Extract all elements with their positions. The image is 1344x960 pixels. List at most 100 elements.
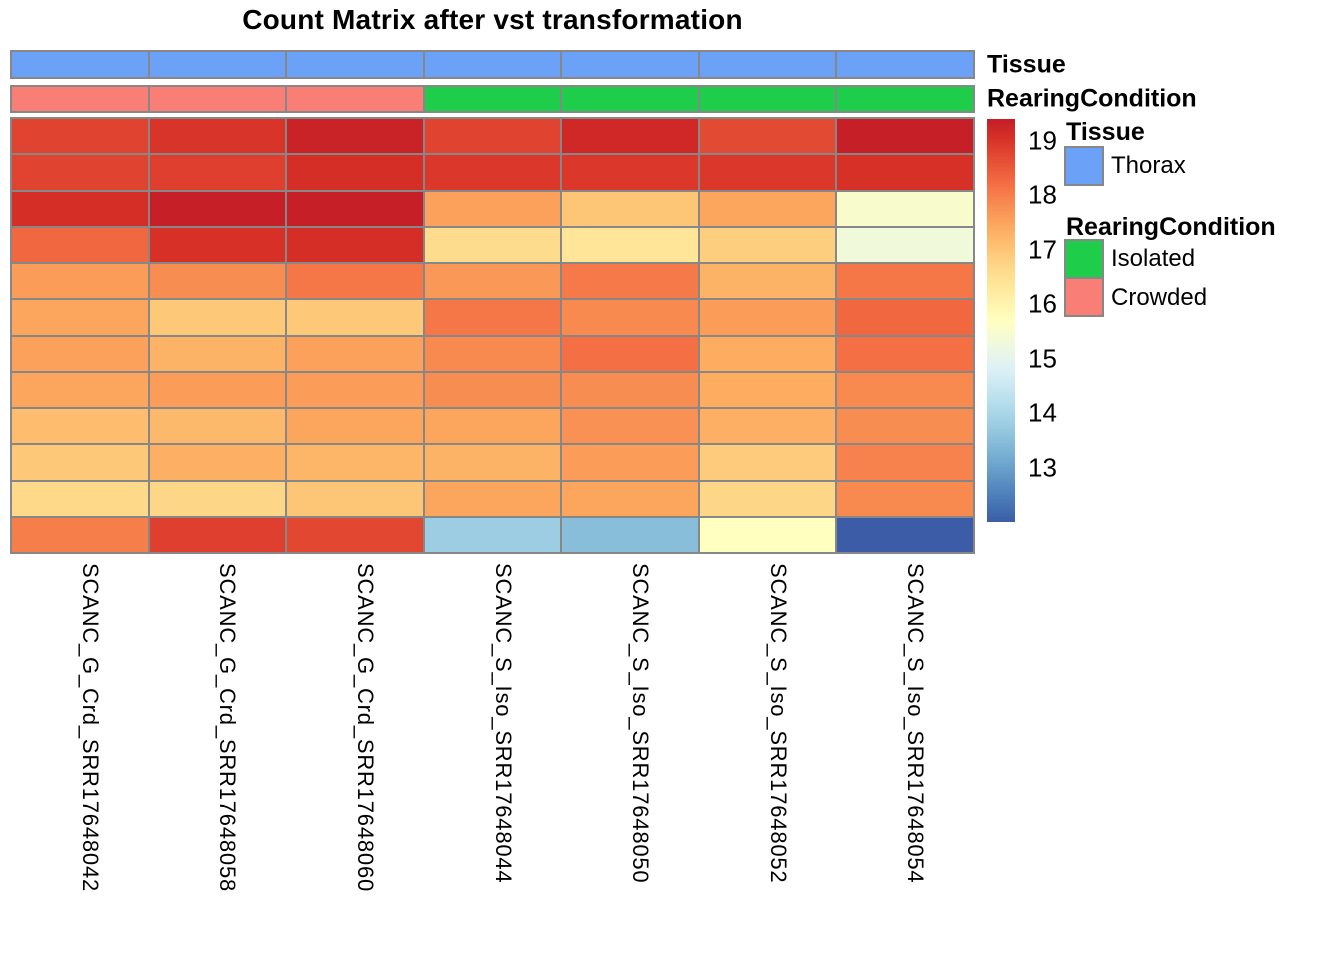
legend-rearing-title: RearingCondition xyxy=(1066,213,1276,241)
tissue-annotation-cell xyxy=(424,52,561,77)
chart-title: Count Matrix after vst transformation xyxy=(242,4,743,35)
legend-label-thorax: Thorax xyxy=(1111,152,1186,179)
heatmap-cell xyxy=(837,336,973,371)
heatmap-cell xyxy=(424,372,561,407)
heatmap-cell xyxy=(837,445,973,480)
heatmap-cell xyxy=(837,372,973,407)
heatmap-cell xyxy=(149,155,286,190)
heatmap-cell xyxy=(837,300,973,335)
heatmap-cell xyxy=(562,227,698,262)
rearing-annotation-cell xyxy=(699,87,836,111)
heatmap-cell xyxy=(837,517,973,552)
heatmap-cell xyxy=(287,300,423,335)
heatmap-cell xyxy=(562,372,698,407)
heatmap-cell xyxy=(699,227,836,262)
tissue-annotation-cell xyxy=(562,52,698,77)
heatmap-cell xyxy=(12,191,148,226)
heatmap-cell xyxy=(837,227,973,262)
heatmap-cell xyxy=(562,155,698,190)
rearing-annotation-cell xyxy=(12,87,148,111)
heatmap-cell xyxy=(287,517,423,552)
heatmap-cell xyxy=(562,119,698,154)
colorbar-tick-label: 16 xyxy=(1028,288,1057,319)
column-label: SCANC_S_Iso_SRR17648054 xyxy=(903,563,929,884)
heatmap-cell xyxy=(149,445,286,480)
heatmap-cell xyxy=(12,481,148,516)
heatmap-cell xyxy=(424,481,561,516)
colorbar-tick-label: 18 xyxy=(1028,179,1057,210)
heatmap-cell xyxy=(149,264,286,299)
heatmap-cell xyxy=(699,481,836,516)
crowded-color-swatch xyxy=(1064,277,1104,317)
column-label: SCANC_G_Crd_SRR17648042 xyxy=(77,563,103,893)
heatmap-cell xyxy=(287,372,423,407)
heatmap-cell xyxy=(287,227,423,262)
tissue-annotation-cell xyxy=(287,52,423,77)
rearing-annotation-cell xyxy=(149,87,286,111)
heatmap-cell xyxy=(12,409,148,444)
column-label: SCANC_S_Iso_SRR17648044 xyxy=(490,563,516,884)
heatmap-cell xyxy=(12,119,148,154)
heatmap-cell xyxy=(287,119,423,154)
colorbar-tick-label: 15 xyxy=(1028,343,1057,374)
colorbar-tick-label: 19 xyxy=(1028,125,1057,156)
heatmap-cell xyxy=(562,300,698,335)
heatmap-cell xyxy=(12,227,148,262)
heatmap-cell xyxy=(699,409,836,444)
rearing-annotation-cell xyxy=(287,87,423,111)
heatmap-cell xyxy=(699,191,836,226)
rearing-annotation-bar xyxy=(10,85,975,113)
heatmap-cell xyxy=(149,372,286,407)
rearing-annotation-cell xyxy=(562,87,698,111)
heatmap-cell xyxy=(149,119,286,154)
heatmap-matrix xyxy=(10,117,975,554)
thorax-color-swatch xyxy=(1064,146,1104,186)
heatmap-cell xyxy=(424,155,561,190)
tissue-annotation-cell xyxy=(149,52,286,77)
column-label: SCANC_G_Crd_SRR17648060 xyxy=(352,563,378,893)
heatmap-cell xyxy=(12,372,148,407)
column-label: SCANC_S_Iso_SRR17648052 xyxy=(765,563,791,884)
column-label: SCANC_S_Iso_SRR17648050 xyxy=(628,563,654,884)
heatmap-cell xyxy=(699,517,836,552)
heatmap-cell xyxy=(424,336,561,371)
heatmap-cell xyxy=(424,517,561,552)
heatmap-cell xyxy=(149,336,286,371)
heatmap-cell xyxy=(837,119,973,154)
heatmap-cell xyxy=(699,445,836,480)
tissue-bar-label: Tissue xyxy=(987,50,1066,79)
heatmap-cell xyxy=(424,445,561,480)
heatmap-cell xyxy=(699,119,836,154)
heatmap-cell xyxy=(149,300,286,335)
heatmap-cell xyxy=(562,191,698,226)
heatmap-cell xyxy=(562,264,698,299)
heatmap-cell xyxy=(837,409,973,444)
heatmap-cell xyxy=(287,155,423,190)
colorbar-tick-label: 13 xyxy=(1028,452,1057,483)
tissue-annotation-cell xyxy=(12,52,148,77)
heatmap-cell xyxy=(287,336,423,371)
colorbar-gradient xyxy=(987,119,1015,522)
heatmap-cell xyxy=(12,336,148,371)
colorbar-tick-label: 14 xyxy=(1028,397,1057,428)
heatmap-cell xyxy=(424,264,561,299)
heatmap-cell xyxy=(287,191,423,226)
heatmap-cell xyxy=(562,517,698,552)
heatmap-cell xyxy=(424,409,561,444)
rearing-bar-label: RearingCondition xyxy=(987,84,1197,113)
heatmap-cell xyxy=(149,227,286,262)
rearing-annotation-cell xyxy=(837,87,973,111)
heatmap-cell xyxy=(424,119,561,154)
legend-tissue-title: Tissue xyxy=(1066,118,1145,146)
heatmap-cell xyxy=(699,300,836,335)
heatmap-cell xyxy=(12,445,148,480)
heatmap-cell xyxy=(287,445,423,480)
tissue-annotation-bar xyxy=(10,50,975,79)
heatmap-cell xyxy=(12,264,148,299)
heatmap-cell xyxy=(12,300,148,335)
heatmap-cell xyxy=(837,191,973,226)
tissue-annotation-cell xyxy=(837,52,973,77)
heatmap-cell xyxy=(562,445,698,480)
heatmap-cell xyxy=(837,155,973,190)
